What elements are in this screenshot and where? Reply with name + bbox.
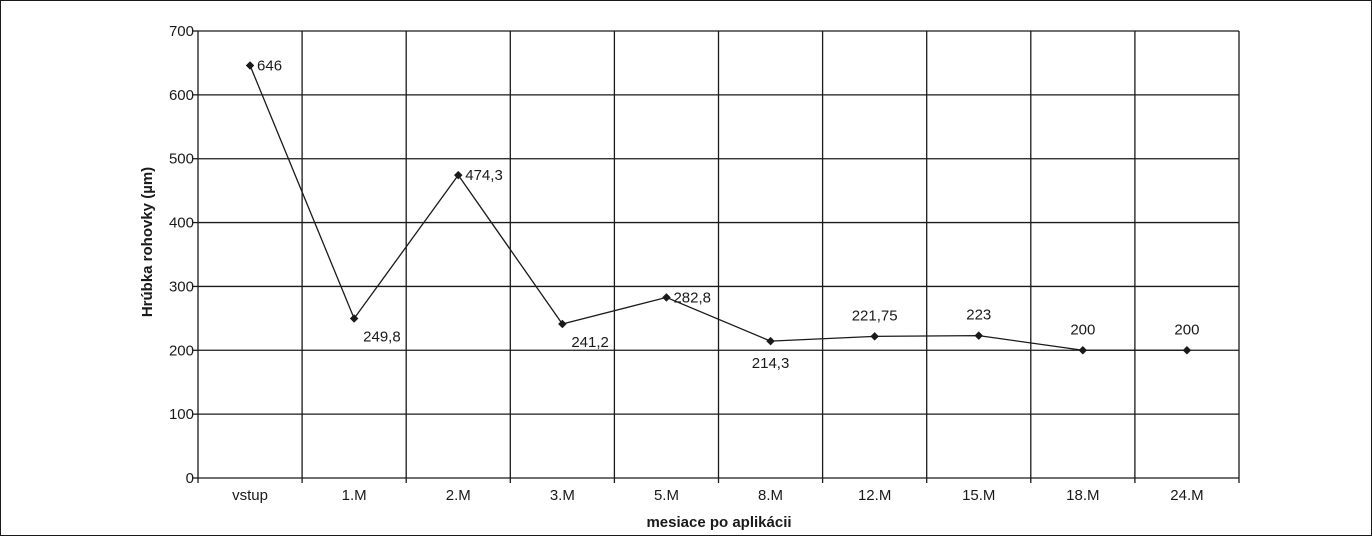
x-tick-label: 8.M [758,487,783,504]
data-series [245,61,1192,355]
data-point-marker [662,293,671,302]
data-point-marker [974,331,984,340]
data-point-marker [870,332,880,341]
y-tick-label: 400 [169,215,194,232]
y-tick-label: 300 [169,278,194,295]
data-label: 646 [257,57,282,74]
data-label: 221,75 [852,307,898,324]
x-tick-label: vstup [232,487,268,504]
data-label: 249,8 [363,328,401,345]
data-point-marker [766,336,775,346]
x-tick-label: 24.M [1170,487,1203,504]
data-labels: 646 249,8 474,3 241,2 282,8 214,3 221,75 223 200… [257,57,1199,372]
data-label: 223 [966,307,991,324]
data-label: 200 [1174,321,1199,338]
x-tick-label: 1.M [342,487,367,504]
data-point-marker [557,319,567,329]
y-tick-label: 700 [169,23,194,40]
x-tick-label: 3.M [550,487,575,504]
tick-labels: 0 100 200 300 400 500 600 700 vstup 1.M 2.M 3.M 5.M 8… [169,23,1204,504]
y-tick-label: 600 [169,87,194,104]
axes [193,30,1240,483]
data-point-marker [349,314,359,323]
data-label: 474,3 [465,167,503,184]
x-tick-label: 15.M [962,487,995,504]
x-tick-label: 2.M [446,487,471,504]
data-label: 282,8 [673,289,711,306]
y-axis-title: Hrúbka rohovky (µm) [139,167,156,317]
y-tick-label: 0 [186,470,194,487]
grid-lines [198,30,1240,478]
data-point-marker [1078,345,1088,355]
y-tick-label: 100 [169,406,194,423]
data-point-marker [453,170,463,180]
data-label: 200 [1070,321,1095,338]
series-line [249,65,1187,351]
x-axis-title: mesiace po aplikácii [646,514,791,531]
x-tick-label: 5.M [654,487,679,504]
data-point-marker [245,61,255,70]
data-label: 214,3 [752,355,790,372]
y-tick-label: 500 [169,151,194,168]
data-label: 241,2 [571,334,609,351]
data-point-marker [1182,345,1192,355]
x-tick-label: 18.M [1066,487,1099,504]
y-tick-label: 200 [169,342,194,359]
x-tick-label: 12.M [858,487,891,504]
